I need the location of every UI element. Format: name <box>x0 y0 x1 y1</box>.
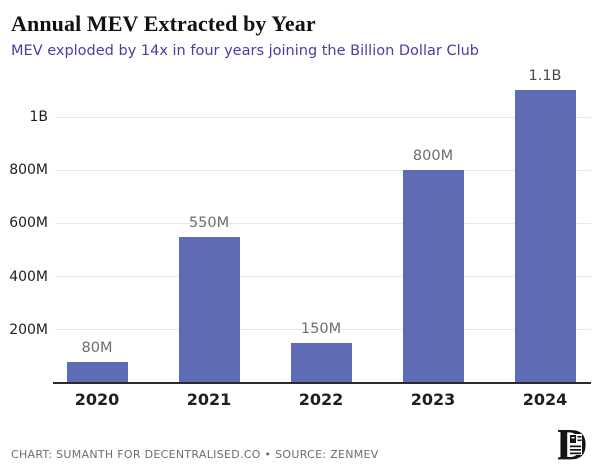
y-tick-label-800M: 800M <box>9 162 48 179</box>
x-tick-label-2023: 2023 <box>410 390 456 409</box>
gridline-1B <box>55 116 591 118</box>
y-tick-label-200M: 200M <box>9 321 48 338</box>
bar-2020 <box>66 361 128 383</box>
bar-2024 <box>514 90 576 383</box>
value-label-2023: 800M <box>412 148 454 165</box>
x-tick-label-2020: 2020 <box>74 390 120 409</box>
y-tick-label-600M: 600M <box>9 215 48 232</box>
value-label-2021: 550M <box>188 214 230 231</box>
y-tick-label-400M: 400M <box>9 268 48 285</box>
x-tick-label-2024: 2024 <box>522 390 568 409</box>
x-axis-line <box>53 382 591 384</box>
chart-title: Annual MEV Extracted by Year <box>11 11 316 36</box>
decentralised-d-logo-svg: D <box>556 420 588 469</box>
value-label-2024: 1.1B <box>528 68 562 85</box>
decentralised-d-logo: D <box>556 420 594 469</box>
gridline-600M <box>55 222 591 224</box>
bar-2021 <box>178 236 240 383</box>
bar-2023 <box>402 170 464 383</box>
x-tick-label-2021: 2021 <box>186 390 232 409</box>
gridline-200M <box>55 329 591 331</box>
x-tick-label-2022: 2022 <box>298 390 344 409</box>
bar-2022 <box>290 343 352 383</box>
value-label-2022: 150M <box>300 321 342 338</box>
y-tick-label-1B: 1B <box>29 109 48 125</box>
footer-credit: CHART: SUMANTH FOR DECENTRALISED.CO • SO… <box>11 448 379 461</box>
gridline-800M <box>55 169 591 171</box>
value-label-2020: 80M <box>81 339 113 356</box>
chart-subtitle: MEV exploded by 14x in four years joinin… <box>11 43 479 59</box>
gridline-400M <box>55 276 591 278</box>
